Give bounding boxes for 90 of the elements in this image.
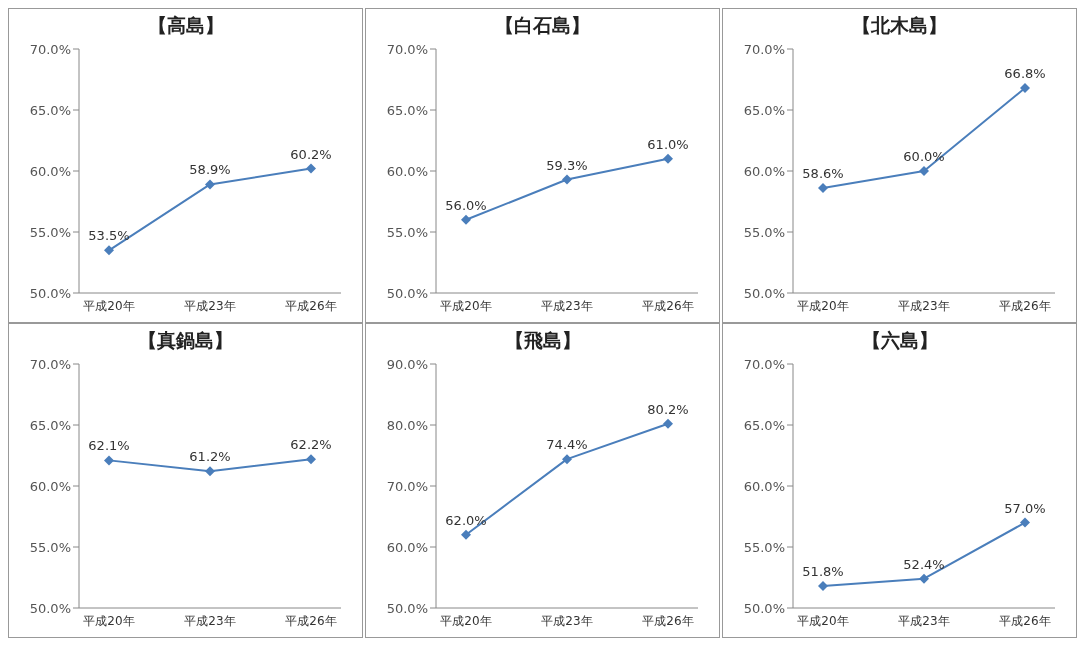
x-tick-label: 平成20年 — [797, 613, 849, 628]
point — [1020, 517, 1030, 528]
data-label: 74.4% — [546, 437, 588, 453]
y-tick-label: 65.0% — [743, 102, 785, 118]
data-label: 56.0% — [445, 197, 487, 213]
y-tick-label: 70.0% — [29, 41, 71, 57]
y-tick-label: 60.0% — [29, 163, 71, 179]
y-tick-label: 55.0% — [29, 539, 71, 555]
y-tick-label: 60.0% — [743, 163, 785, 179]
data-label: 62.2% — [290, 437, 332, 453]
point — [818, 581, 828, 592]
y-tick-label: 50.0% — [386, 600, 428, 616]
chart-title: 【六島】 — [860, 328, 939, 353]
x-tick-label: 平成23年 — [541, 298, 593, 313]
chart-title: 【高島】 — [146, 13, 225, 38]
data-label: 58.6% — [802, 166, 844, 182]
y-tick-label: 90.0% — [386, 356, 428, 372]
data-label: 66.8% — [1004, 66, 1046, 82]
point — [205, 179, 215, 190]
x-tick-label: 平成23年 — [184, 298, 236, 313]
y-tick-label: 80.0% — [386, 417, 428, 433]
data-label: 62.0% — [445, 512, 487, 528]
data-label: 59.3% — [546, 157, 588, 173]
point — [919, 166, 929, 176]
data-label: 57.0% — [1004, 500, 1046, 516]
data-label: 53.5% — [88, 228, 130, 244]
y-tick-label: 60.0% — [29, 478, 71, 494]
y-tick-label: 55.0% — [29, 224, 71, 240]
data-label: 58.9% — [189, 162, 231, 178]
y-tick-label: 55.0% — [386, 224, 428, 240]
y-tick-label: 65.0% — [743, 417, 785, 433]
x-tick-label: 平成20年 — [440, 298, 492, 313]
data-label: 62.1% — [88, 438, 130, 454]
y-tick-label: 70.0% — [743, 41, 785, 57]
x-tick-label: 平成26年 — [642, 613, 694, 628]
x-tick-label: 平成26年 — [285, 298, 337, 313]
chart-title: 【飛島】 — [503, 328, 582, 353]
x-tick-label: 平成23年 — [541, 613, 593, 628]
x-tick-label: 平成23年 — [898, 613, 950, 628]
point — [104, 245, 114, 256]
y-tick-label: 70.0% — [386, 478, 428, 494]
data-label: 61.2% — [189, 449, 231, 465]
point — [306, 454, 316, 465]
x-tick-label: 平成23年 — [898, 298, 950, 313]
y-tick-label: 70.0% — [743, 356, 785, 372]
y-tick-label: 55.0% — [743, 224, 785, 240]
y-tick-label: 65.0% — [386, 102, 428, 118]
x-tick-label: 平成23年 — [184, 613, 236, 628]
point — [1020, 83, 1030, 94]
y-tick-label: 50.0% — [29, 285, 71, 301]
y-tick-label: 50.0% — [743, 285, 785, 301]
x-tick-label: 平成26年 — [999, 298, 1051, 313]
chart-title: 【真鍋島】 — [137, 328, 234, 353]
y-tick-label: 70.0% — [29, 356, 71, 372]
point — [562, 454, 572, 465]
point — [104, 455, 114, 466]
x-tick-label: 平成20年 — [440, 613, 492, 628]
data-label: 52.4% — [903, 556, 945, 572]
data-label: 61.0% — [647, 136, 689, 152]
y-tick-label: 65.0% — [29, 417, 71, 433]
point — [562, 174, 572, 185]
chart-title: 【北木島】 — [851, 13, 948, 38]
chart-title: 【白石島】 — [494, 13, 591, 38]
data-label: 51.8% — [802, 564, 844, 580]
x-tick-label: 平成20年 — [797, 298, 849, 313]
y-tick-label: 60.0% — [743, 478, 785, 494]
data-label: 80.2% — [647, 401, 689, 417]
data-label: 60.0% — [903, 149, 945, 164]
x-tick-label: 平成20年 — [83, 613, 135, 628]
y-tick-label: 65.0% — [29, 102, 71, 118]
y-tick-label: 60.0% — [386, 163, 428, 179]
point — [205, 466, 215, 477]
x-tick-label: 平成26年 — [642, 298, 694, 313]
y-tick-label: 60.0% — [386, 539, 428, 555]
point — [919, 573, 929, 584]
point — [663, 418, 673, 429]
x-tick-label: 平成20年 — [83, 298, 135, 313]
y-tick-label: 70.0% — [386, 41, 428, 57]
x-tick-label: 平成26年 — [999, 613, 1051, 628]
data-label: 60.2% — [290, 146, 332, 162]
point — [461, 214, 471, 225]
point — [663, 153, 673, 164]
point — [306, 163, 316, 174]
point — [818, 183, 828, 194]
y-tick-label: 55.0% — [743, 539, 785, 555]
x-tick-label: 平成26年 — [285, 613, 337, 628]
y-tick-label: 50.0% — [386, 285, 428, 301]
y-tick-label: 50.0% — [743, 600, 785, 616]
point — [461, 529, 471, 540]
y-tick-label: 50.0% — [29, 600, 71, 616]
